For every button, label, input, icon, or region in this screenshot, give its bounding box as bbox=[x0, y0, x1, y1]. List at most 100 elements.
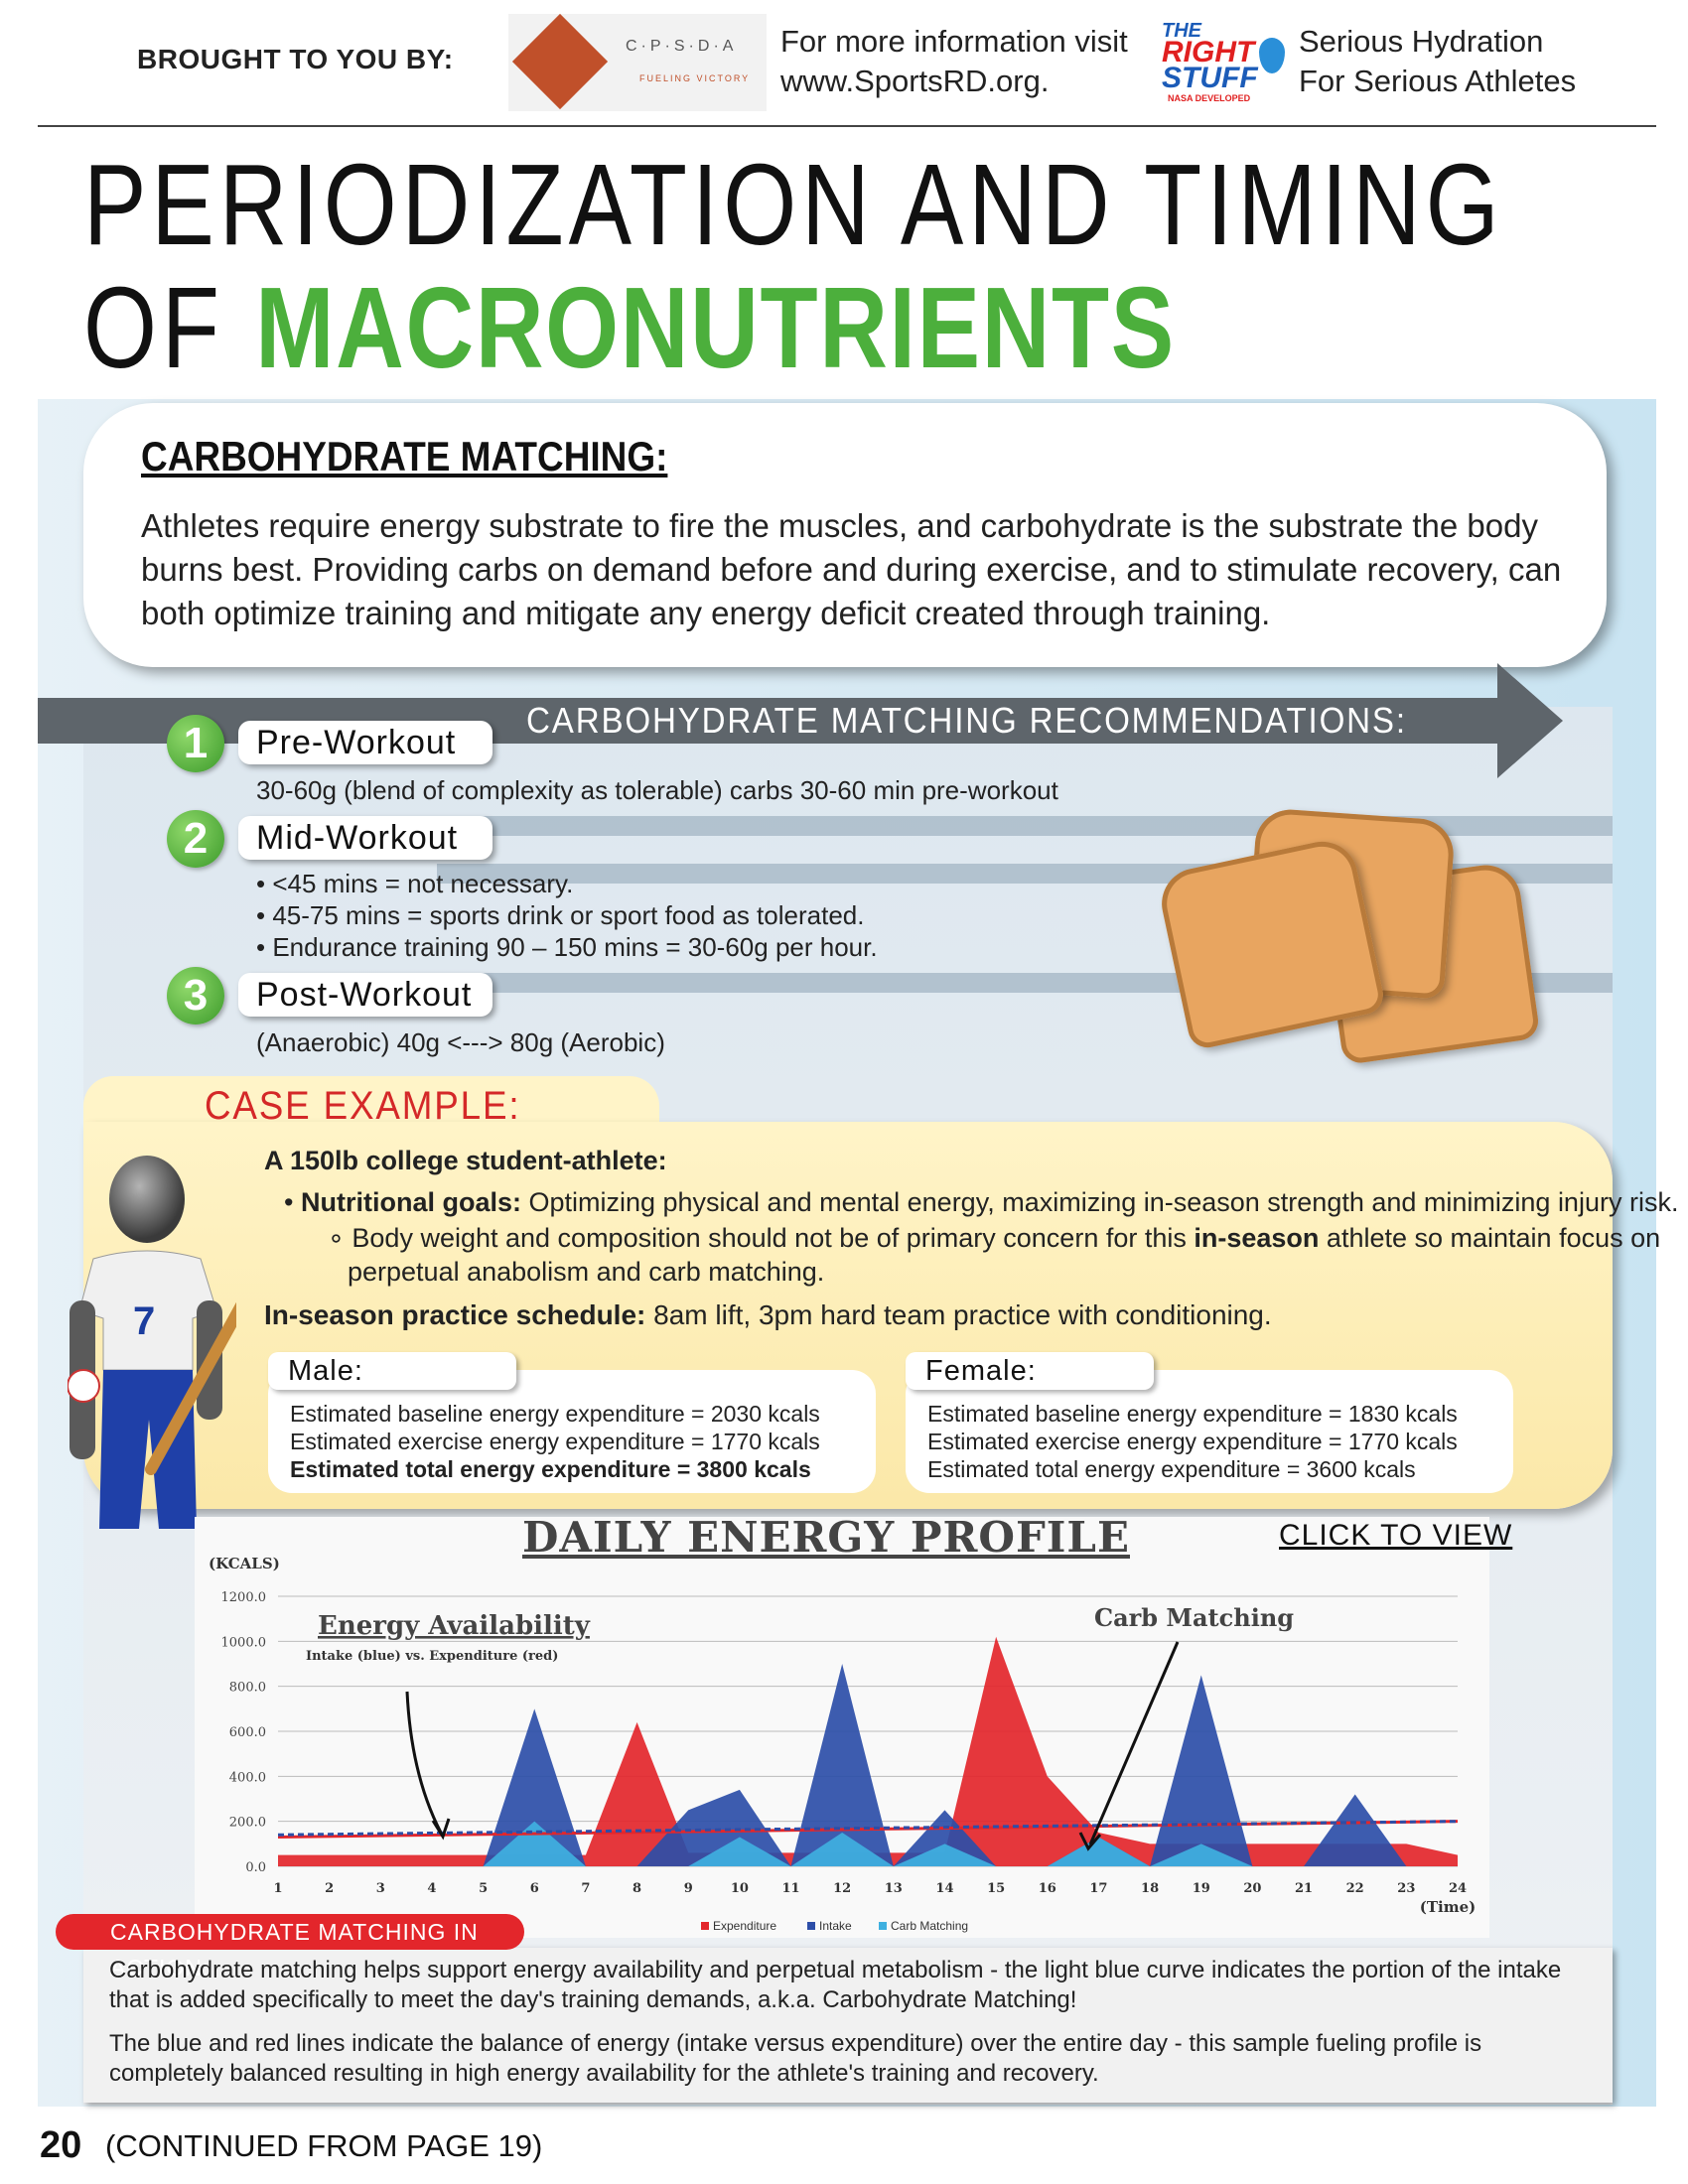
website-link[interactable]: www.SportsRD.org. bbox=[780, 64, 1050, 98]
right-stuff-logo-right: RIGHT bbox=[1162, 36, 1255, 68]
cpsda-logo-subtext: FUELING VICTORY bbox=[639, 73, 751, 83]
step-3-text: (Anaerobic) 40g <---> 80g (Aerobic) bbox=[256, 1027, 665, 1057]
page-title-line2: OF MACRONUTRIENTS bbox=[83, 270, 1176, 385]
cpsda-logo-text: C·P·S·D·A bbox=[626, 38, 738, 55]
action-paragraph-2: The blue and red lines indicate the bala… bbox=[109, 2030, 1482, 2087]
carb-matching-body: Athletes require energy substrate to fir… bbox=[141, 507, 1562, 631]
y-tick-label: 0.0 bbox=[245, 1860, 266, 1875]
step-3-number: 3 bbox=[167, 967, 224, 1024]
x-tick-label: 8 bbox=[633, 1881, 641, 1896]
step-2-text-1: • <45 mins = not necessary. bbox=[256, 869, 574, 898]
title-prefix: OF bbox=[83, 263, 256, 392]
y-tick-label: 400.0 bbox=[229, 1770, 266, 1785]
case-intro: A 150lb college student-athlete: bbox=[264, 1146, 667, 1175]
female-line: Estimated exercise energy expenditure = … bbox=[927, 1429, 1458, 1454]
tagline-line1: Serious Hydration bbox=[1299, 24, 1544, 59]
daily-energy-chart: 0.0 200.0 400.0 600.0 800.0 1000.0 1200.0 (KCAL… bbox=[209, 1555, 1476, 1933]
x-tick-label: 17 bbox=[1089, 1881, 1107, 1896]
athlete-figure-icon: 7 bbox=[67, 1152, 294, 1549]
step-2-label: Mid-Workout bbox=[238, 816, 492, 860]
x-tick-label: 14 bbox=[935, 1881, 953, 1896]
goals-subpoint-bold: in-season bbox=[1194, 1223, 1320, 1253]
tagline-line2: For Serious Athletes bbox=[1299, 64, 1577, 98]
step-2-number: 2 bbox=[167, 810, 224, 868]
x-tick-label: 21 bbox=[1295, 1881, 1313, 1896]
annotation-arrowhead-2 bbox=[1078, 1832, 1102, 1851]
header-divider bbox=[38, 125, 1656, 127]
y-tick-label: 1200.0 bbox=[221, 1590, 267, 1605]
female-line: Estimated baseline energy expenditure = … bbox=[927, 1401, 1458, 1427]
schedule-text: 8am lift, 3pm hard team practice with co… bbox=[645, 1299, 1272, 1330]
arrow-head-icon bbox=[1497, 663, 1563, 778]
right-stuff-logo[interactable]: THE RIGHT STUFF NASA DEVELOPED bbox=[1160, 20, 1289, 105]
x-tick-label: 12 bbox=[833, 1881, 851, 1896]
cpsda-logo[interactable]: C·P·S·D·A FUELING VICTORY bbox=[508, 13, 767, 111]
annotation-arrow-1 bbox=[405, 1691, 443, 1834]
y-tick-label: 1000.0 bbox=[221, 1635, 267, 1650]
x-tick-label: 10 bbox=[731, 1881, 749, 1896]
y-tick-label: 200.0 bbox=[229, 1816, 266, 1831]
x-tick-label: 23 bbox=[1397, 1881, 1415, 1896]
x-tick-label: 6 bbox=[530, 1881, 539, 1896]
right-stuff-logo-the: THE bbox=[1162, 20, 1201, 42]
step-1-text: 30-60g (blend of complexity as tolerable… bbox=[256, 775, 1058, 805]
x-axis-label: (Time) bbox=[1420, 1898, 1476, 1916]
x-tick-label: 18 bbox=[1141, 1881, 1159, 1896]
series-area-intake bbox=[278, 1664, 1458, 1866]
schedule-label: In-season practice schedule: bbox=[264, 1299, 646, 1330]
goals-text: Optimizing physical and mental energy, m… bbox=[520, 1187, 1679, 1217]
x-tick-label: 19 bbox=[1193, 1881, 1210, 1896]
legend-label: Expenditure bbox=[713, 1919, 776, 1933]
right-stuff-logo-nasa: NASA DEVELOPED bbox=[1168, 93, 1251, 103]
more-info-line: For more information visit bbox=[780, 24, 1128, 59]
jersey-number: 7 bbox=[133, 1299, 155, 1343]
annotation-energy-availability-sub: Intake (blue) vs. Expenditure (red) bbox=[306, 1649, 558, 1664]
click-to-view-link[interactable]: CLICK TO VIEW bbox=[1279, 1519, 1513, 1552]
male-box bbox=[268, 1370, 876, 1493]
step-2-text-2: • 45-75 mins = sports drink or sport foo… bbox=[256, 900, 865, 930]
x-tick-label: 13 bbox=[885, 1881, 903, 1896]
case-example-title: CASE EXAMPLE: bbox=[205, 1084, 521, 1128]
male-label: Male: bbox=[268, 1352, 516, 1390]
x-tick-label: 1 bbox=[273, 1881, 282, 1896]
x-tick-label: 11 bbox=[781, 1881, 799, 1896]
step-2-text-3: • Endurance training 90 – 150 mins = 30-… bbox=[256, 932, 878, 962]
cpsda-logo-mark bbox=[511, 13, 609, 110]
male-line: Estimated exercise energy expenditure = … bbox=[290, 1429, 820, 1454]
practice-schedule: In-season practice schedule: 8am lift, 3… bbox=[264, 1298, 1272, 1332]
step-1-label: Pre-Workout bbox=[238, 721, 492, 764]
x-tick-label: 16 bbox=[1039, 1881, 1056, 1896]
legend-swatch bbox=[807, 1922, 815, 1930]
x-tick-label: 24 bbox=[1449, 1881, 1467, 1896]
right-stuff-logo-stuff: STUFF bbox=[1162, 62, 1258, 94]
female-box bbox=[906, 1370, 1513, 1493]
hydration-tagline: Serious Hydration For Serious Athletes bbox=[1299, 22, 1576, 101]
x-tick-label: 20 bbox=[1243, 1881, 1261, 1896]
balance-line bbox=[277, 1820, 1459, 1837]
carb-matching-in-action-label: CARBOHYDRATE MATCHING IN ACTION: bbox=[56, 1914, 524, 1980]
bread-illustration bbox=[1155, 804, 1579, 1072]
chart-title: DAILY ENERGY PROFILE bbox=[522, 1513, 1130, 1562]
x-tick-label: 5 bbox=[479, 1881, 488, 1896]
carb-matching-box bbox=[83, 403, 1607, 667]
x-tick-label: 3 bbox=[376, 1881, 385, 1896]
annotation-carb-matching: Carb Matching bbox=[1094, 1603, 1294, 1632]
legend-swatch bbox=[701, 1922, 709, 1930]
carb-matching-heading: CARBOHYDRATE MATCHING: bbox=[141, 433, 668, 479]
goals-subpoint-text3: perpetual anabolism and carb matching. bbox=[348, 1257, 825, 1287]
female-label: Female: bbox=[906, 1352, 1154, 1390]
x-tick-label: 9 bbox=[684, 1881, 693, 1896]
male-line: Estimated baseline energy expenditure = … bbox=[290, 1401, 820, 1427]
x-tick-label: 15 bbox=[987, 1881, 1005, 1896]
action-explanation-box bbox=[83, 1948, 1613, 2103]
y-tick-label: 600.0 bbox=[229, 1725, 266, 1740]
annotation-arrowhead-1 bbox=[431, 1818, 451, 1841]
continued-note: (CONTINUED FROM PAGE 19) bbox=[105, 2128, 543, 2163]
page-title-line1: PERIODIZATION AND TIMING bbox=[83, 140, 1504, 269]
goals-label: Nutritional goals: bbox=[300, 1187, 521, 1217]
annotation-arrow-2 bbox=[1088, 1641, 1180, 1845]
step-3-label: Post-Workout bbox=[238, 973, 492, 1017]
female-line: Estimated total energy expenditure = 360… bbox=[927, 1456, 1416, 1482]
legend-swatch bbox=[879, 1922, 887, 1930]
more-info-text: For more information visit www.SportsRD.… bbox=[780, 22, 1128, 101]
